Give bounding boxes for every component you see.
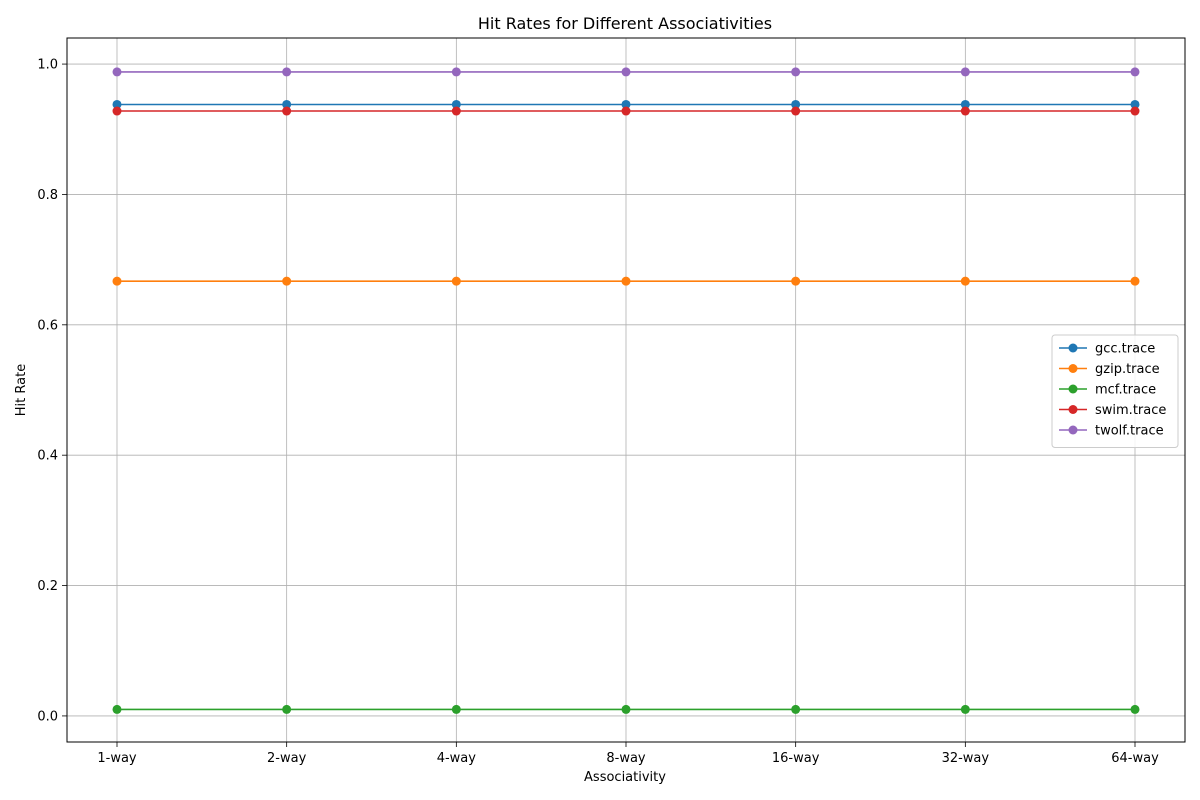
data-point xyxy=(451,99,461,109)
legend: gcc.trace gzip.trace mcf.trace swim.trace tw… xyxy=(1051,334,1179,448)
data-point xyxy=(791,99,801,109)
grid-lines xyxy=(67,38,1185,742)
data-point xyxy=(112,106,122,116)
data-point xyxy=(960,106,970,116)
legend-label: swim.trace xyxy=(1095,403,1166,418)
x-tick-label: 16-way xyxy=(772,751,820,766)
y-tick-label: 0.6 xyxy=(37,318,58,333)
x-tick-label: 32-way xyxy=(942,751,990,766)
x-tick-label: 64-way xyxy=(1111,751,1159,766)
data-point xyxy=(1130,67,1140,77)
legend-item: gzip.trace xyxy=(1059,362,1160,377)
series-gcc-trace xyxy=(112,99,1140,109)
series-gzip-trace xyxy=(112,276,1140,286)
series-swim-trace xyxy=(112,106,1140,116)
data-point xyxy=(791,67,801,77)
x-tick-label: 1-way xyxy=(97,751,137,766)
chart-title: Hit Rates for Different Associativities xyxy=(478,14,772,33)
legend-label: gcc.trace xyxy=(1095,342,1155,357)
data-point xyxy=(451,67,461,77)
y-tick-label: 1.0 xyxy=(37,58,58,73)
legend-marker xyxy=(1068,364,1078,373)
legend-item: swim.trace xyxy=(1059,403,1166,418)
data-point xyxy=(112,99,122,109)
y-tick-label: 0.0 xyxy=(37,709,58,724)
y-tick-label: 0.2 xyxy=(37,579,58,594)
data-point xyxy=(621,106,631,116)
legend-label: gzip.trace xyxy=(1095,362,1160,377)
series-layer xyxy=(112,67,1140,714)
data-point xyxy=(960,99,970,109)
data-point xyxy=(282,704,292,714)
data-point xyxy=(282,67,292,77)
data-point xyxy=(621,276,631,286)
legend-item: twolf.trace xyxy=(1059,424,1164,439)
legend-label: mcf.trace xyxy=(1095,383,1156,398)
y-tick-label: 0.8 xyxy=(37,188,58,203)
y-axis-ticks: 0.0 0.2 0.4 0.6 0.8 1.0 xyxy=(37,58,67,724)
data-point xyxy=(621,704,631,714)
legend-item: mcf.trace xyxy=(1059,383,1156,398)
legend-marker xyxy=(1068,425,1078,435)
x-tick-label: 4-way xyxy=(437,751,477,766)
data-point xyxy=(112,67,122,77)
data-point xyxy=(282,276,292,286)
series-twolf-trace xyxy=(112,67,1140,77)
data-point xyxy=(960,704,970,714)
x-tick-label: 2-way xyxy=(267,751,307,766)
legend-label: twolf.trace xyxy=(1095,424,1164,439)
data-point xyxy=(960,276,970,286)
x-tick-label: 8-way xyxy=(606,751,646,766)
legend-item: gcc.trace xyxy=(1059,342,1155,357)
y-axis-title: Hit Rate xyxy=(14,364,29,416)
data-point xyxy=(791,276,801,286)
legend-marker xyxy=(1068,405,1078,414)
data-point xyxy=(1130,99,1140,109)
data-point xyxy=(112,704,122,714)
legend-marker xyxy=(1068,384,1078,394)
data-point xyxy=(282,99,292,109)
y-tick-label: 0.4 xyxy=(37,449,58,464)
data-point xyxy=(282,106,292,116)
data-point xyxy=(621,99,631,109)
data-point xyxy=(791,704,801,714)
data-point xyxy=(1130,704,1140,714)
data-point xyxy=(791,106,801,116)
data-point xyxy=(960,67,970,77)
data-point xyxy=(451,704,461,714)
data-point xyxy=(1130,106,1140,116)
data-point xyxy=(112,276,122,286)
data-point xyxy=(451,106,461,116)
data-point xyxy=(621,67,631,77)
series-mcf-trace xyxy=(112,704,1140,714)
data-point xyxy=(1130,276,1140,286)
legend-marker xyxy=(1068,343,1078,353)
data-point xyxy=(451,276,461,286)
legend-box xyxy=(1051,334,1179,448)
x-axis-title: Associativity xyxy=(584,770,666,785)
x-axis-ticks: 1-way 2-way 4-way 8-way 16-way 32-way 64-way xyxy=(97,742,1159,766)
